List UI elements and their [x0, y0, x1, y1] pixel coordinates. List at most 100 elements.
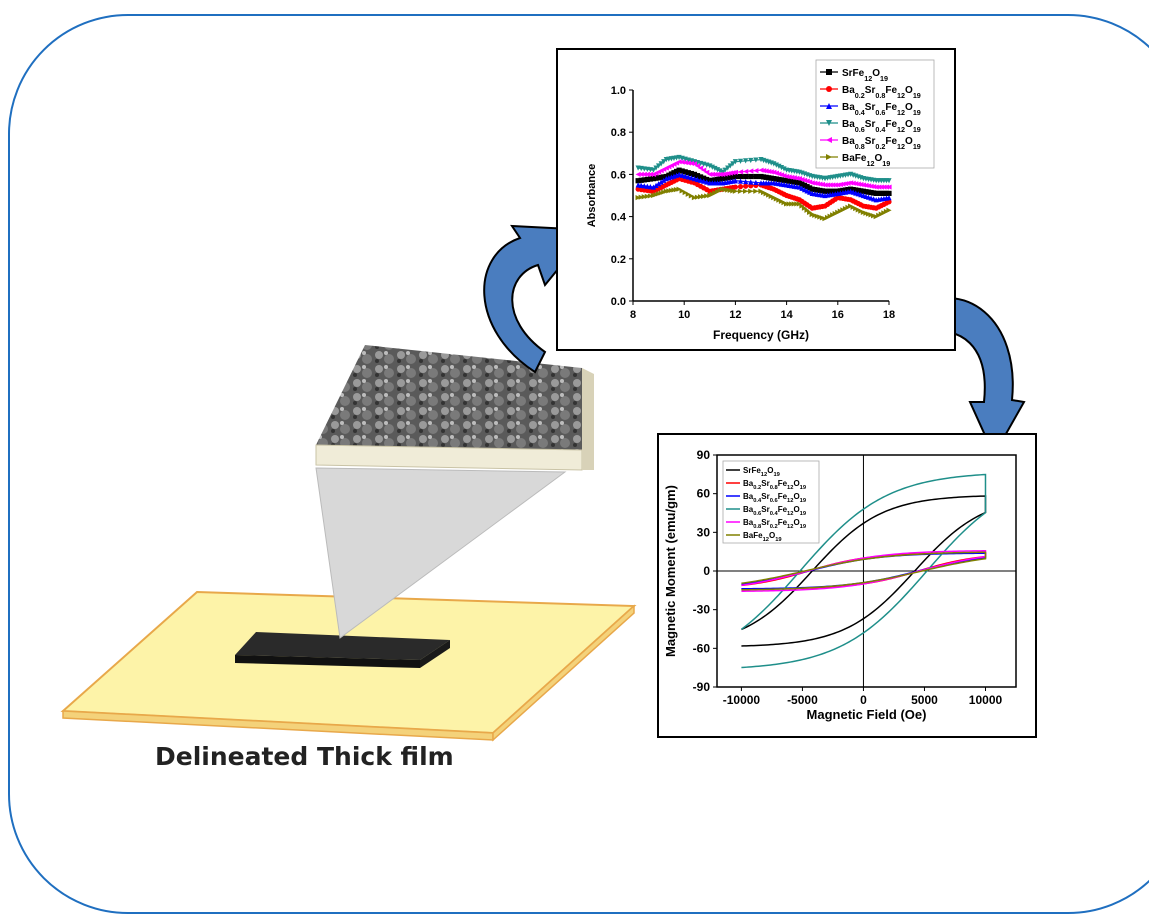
data-point [760, 168, 767, 174]
data-point [691, 195, 698, 201]
data-point [743, 158, 749, 164]
data-point [814, 181, 820, 187]
data-point [732, 169, 738, 175]
data-point [812, 180, 818, 186]
y-axis-label: Absorbance [586, 164, 598, 228]
data-point [679, 172, 685, 178]
data-point [682, 173, 688, 179]
curved-arrow-down-icon [906, 297, 1026, 458]
data-point [685, 191, 691, 197]
data-point [638, 171, 644, 177]
y-tick-label: 0 [703, 564, 710, 578]
data-point [635, 182, 641, 188]
data-point [697, 194, 704, 200]
data-point [694, 173, 701, 179]
y-tick-label: 1.0 [611, 85, 626, 97]
data-point [748, 168, 754, 174]
data-point [732, 173, 738, 180]
data-point [688, 170, 694, 177]
data-point [691, 171, 698, 177]
data-point [743, 183, 749, 189]
data-point [743, 168, 749, 175]
data-point [676, 171, 682, 177]
series-line [635, 186, 892, 222]
sem-image-slab [315, 345, 594, 471]
data-point [647, 184, 654, 190]
data-point [722, 171, 728, 177]
data-point [641, 194, 647, 200]
data-point [688, 193, 694, 199]
data-point [871, 184, 877, 190]
data-point [826, 120, 832, 126]
data-point [644, 176, 650, 183]
data-point [853, 181, 859, 187]
data-point [748, 179, 754, 185]
x-tick-label: -10000 [723, 693, 761, 707]
data-point [791, 175, 797, 181]
data-point [647, 171, 654, 177]
x-tick-label: 10000 [969, 693, 1003, 707]
data-point [737, 158, 744, 164]
legend-box [815, 59, 935, 169]
data-point [842, 181, 849, 187]
data-point [701, 175, 707, 181]
data-point [737, 178, 744, 184]
data-point [730, 161, 736, 167]
data-point [725, 170, 731, 177]
data-point [743, 188, 749, 194]
data-point [886, 195, 892, 201]
legend-entry: SrFe12O19 [842, 68, 888, 83]
data-point [647, 176, 654, 182]
data-point [685, 174, 691, 180]
x-tick-label: 18 [883, 309, 895, 321]
data-point [694, 176, 701, 183]
data-point [850, 180, 856, 186]
data-point [644, 171, 650, 177]
legend: SrFe12O19 Ba0.2Sr0.8Fe12O19 Ba0.4Sr0.6Fe12… [815, 59, 935, 169]
series-line [635, 171, 892, 203]
magnetic-chart-panel: -90 -60 -30 0 30 60 90 -10000 -5000 0 5000 10000 Mag… [657, 433, 1037, 738]
legend-entry: BaFe12O19 [743, 531, 782, 543]
data-point [679, 168, 685, 174]
data-point [817, 181, 823, 187]
data-point [656, 181, 662, 187]
data-point [753, 173, 759, 180]
data-point [679, 188, 685, 194]
data-point [685, 160, 691, 166]
data-point [748, 173, 754, 180]
data-point [638, 182, 644, 188]
data-point [697, 165, 704, 171]
y-tick-label: 0.4 [611, 212, 627, 224]
x-tick-label: 14 [780, 309, 793, 321]
y-tick-label: 0.2 [611, 254, 626, 266]
y-tick-label: -30 [693, 603, 711, 617]
caption: Delineated Thick film [155, 742, 454, 771]
data-point [753, 157, 759, 163]
data-point [768, 169, 774, 175]
thick-film-block [235, 632, 450, 668]
data-point [753, 188, 759, 194]
data-point [682, 169, 688, 175]
data-point [732, 159, 738, 165]
data-point [743, 178, 749, 185]
illustration [60, 224, 1026, 742]
data-point [658, 161, 664, 167]
data-point [688, 160, 694, 167]
data-point [720, 171, 726, 177]
data-point [701, 178, 707, 184]
data-point [658, 179, 664, 185]
data-point [737, 184, 744, 190]
x-tick-label: 12 [729, 309, 741, 321]
curved-arrow-up-icon [483, 224, 593, 374]
legend-entry: Ba0.6Sr0.4Fe12O19 [743, 505, 806, 517]
y-tick-label: -60 [693, 641, 711, 655]
series-line [635, 154, 892, 184]
data-point [794, 175, 800, 181]
magnetic-chart: -90 -60 -30 0 30 60 90 -10000 -5000 0 5000 10000 Mag… [663, 448, 1017, 722]
data-point [845, 180, 851, 186]
data-point [826, 137, 832, 143]
data-point [858, 181, 864, 188]
data-point [737, 173, 744, 180]
x-tick-label: 16 [832, 309, 844, 321]
data-point [855, 181, 861, 187]
